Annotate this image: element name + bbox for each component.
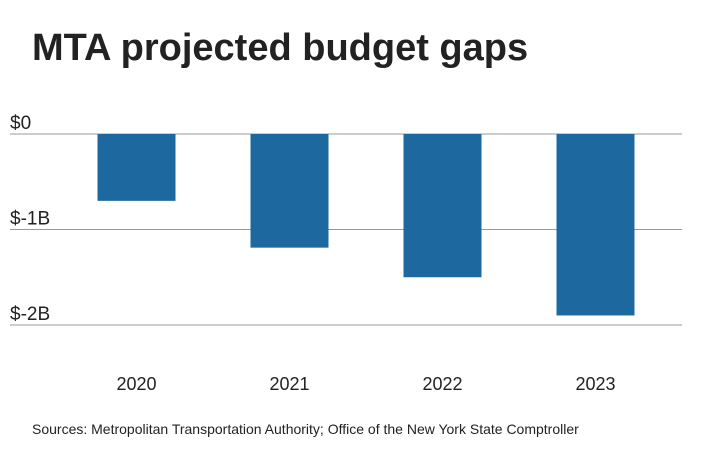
y-tick-label: $-1B — [10, 209, 50, 230]
x-tick-label: 2021 — [269, 374, 309, 394]
bar — [403, 134, 482, 278]
y-tick-label: $0 — [10, 113, 31, 134]
x-tick-label: 2023 — [575, 374, 615, 394]
x-tick-label: 2020 — [116, 374, 156, 394]
bar — [556, 134, 635, 316]
source-note: Sources: Metropolitan Transportation Aut… — [32, 421, 579, 437]
bar — [250, 134, 329, 248]
chart-title: MTA projected budget gaps — [32, 27, 528, 69]
x-tick-label: 2022 — [422, 374, 462, 394]
bar — [97, 134, 176, 201]
y-tick-label: $-2B — [10, 304, 50, 325]
